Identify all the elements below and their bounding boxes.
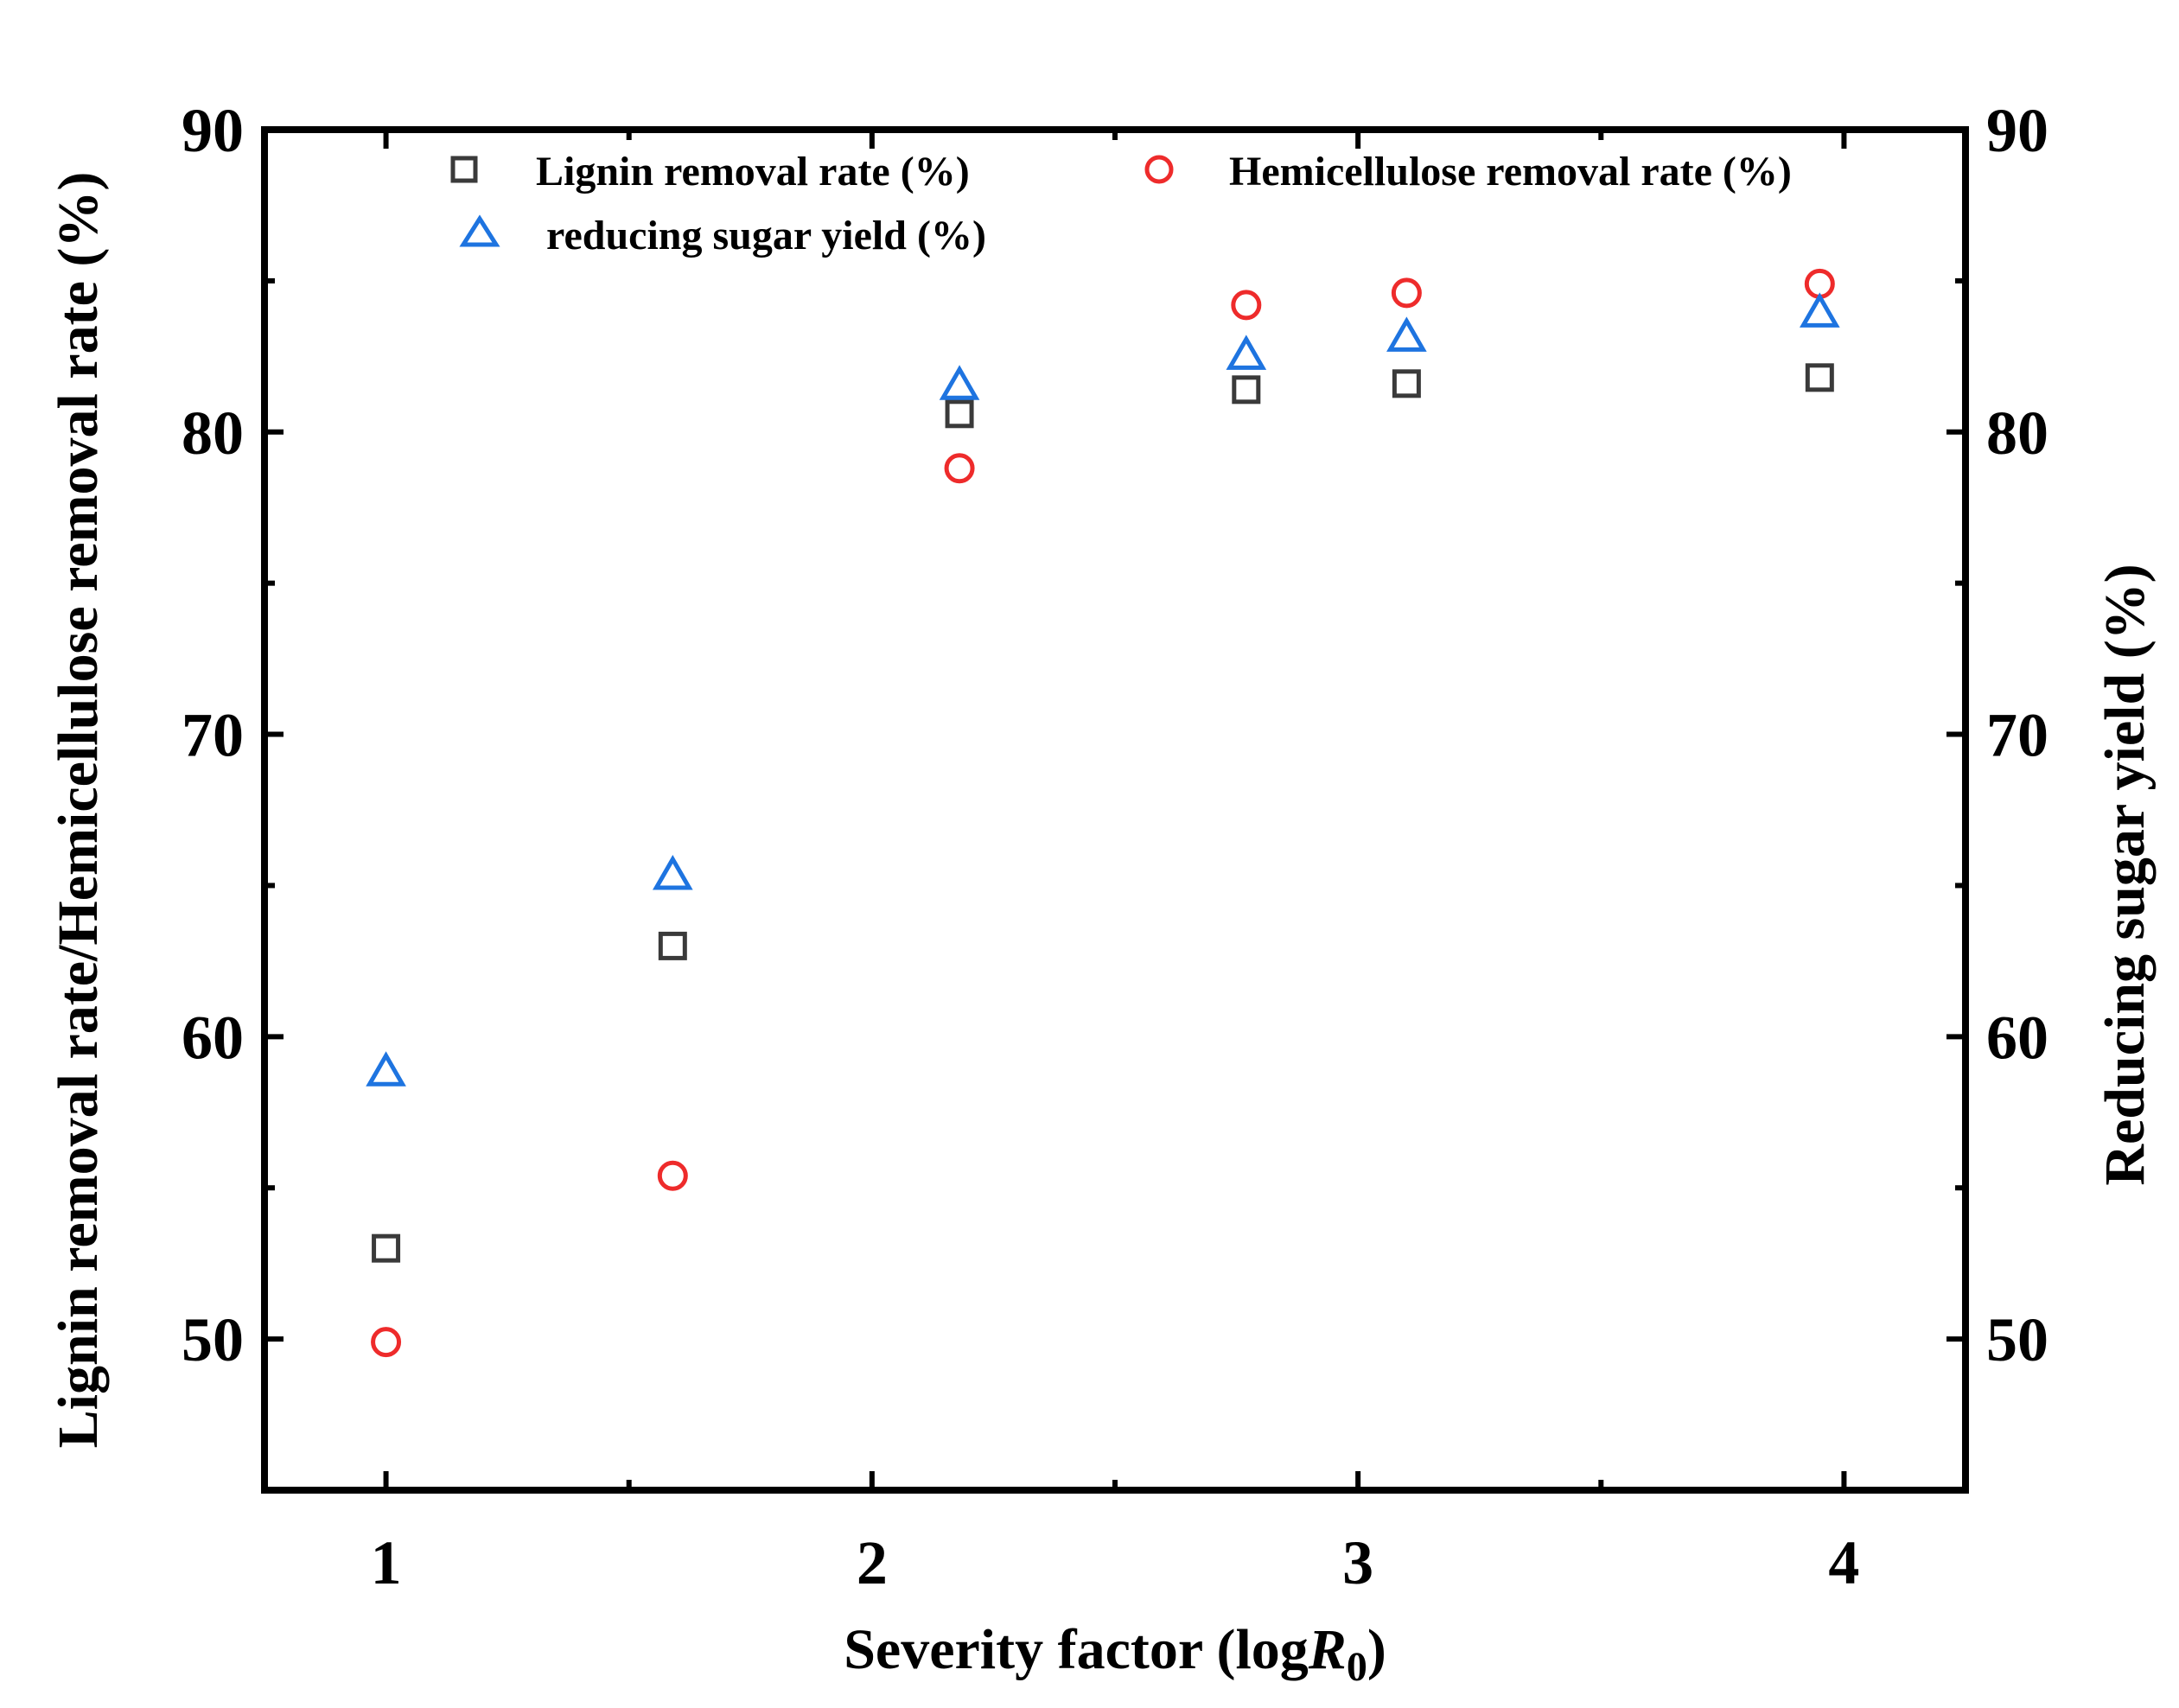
data-point-reducing-sugar [652, 854, 693, 890]
y-axis-title-left: Lignin removal rate/Hemicellulose remova… [47, 172, 110, 1449]
data-point-lignin [1232, 375, 1261, 405]
ticks-layer [264, 127, 1966, 1490]
legend: Lignin removal rate (%) Hemicellulose re… [450, 149, 1792, 258]
y-tick-label-left: 60 [182, 1003, 244, 1072]
data-point-reducing-sugar [939, 365, 980, 400]
data-point-hemicellulose [1391, 277, 1422, 309]
data-point-reducing-sugar [366, 1051, 406, 1087]
data-point-hemicellulose [1231, 290, 1262, 321]
y-tick-label-right: 50 [1986, 1305, 2048, 1374]
legend-circle-marker [1144, 155, 1174, 184]
x-tick-label: 2 [857, 1528, 888, 1597]
tick-labels-layer: 1 2 3 4 50 50 60 60 70 70 80 80 90 90 [182, 96, 2048, 1597]
data-point-lignin [372, 1233, 401, 1263]
plot-frame [261, 126, 1969, 1494]
data-point-lignin [1392, 369, 1421, 398]
legend-triangle-marker [459, 214, 500, 247]
data-point-reducing-sugar [1386, 316, 1427, 352]
data-points-layer [366, 268, 1840, 1358]
y-tick-label-right: 60 [1986, 1003, 2048, 1072]
data-point-lignin [1805, 363, 1834, 392]
y-tick-label-left: 50 [182, 1305, 244, 1374]
data-point-lignin [945, 399, 974, 429]
x-axis-title: Severity factor (logR0) [844, 1618, 1386, 1690]
x-tick-label: 3 [1342, 1528, 1373, 1597]
data-point-reducing-sugar [1799, 292, 1840, 328]
x-tick-label: 1 [371, 1528, 402, 1597]
data-point-hemicellulose [657, 1160, 688, 1191]
y-tick-label-left: 80 [182, 398, 244, 468]
y-axis-title-right: Reducing sugar yield (%) [2093, 564, 2157, 1185]
data-point-hemicellulose [944, 453, 975, 484]
data-point-hemicellulose [371, 1327, 402, 1358]
y-tick-label-left: 90 [182, 96, 244, 165]
legend-label-lignin: Lignin removal rate (%) [536, 149, 970, 194]
y-tick-label-right: 70 [1986, 701, 2048, 770]
legend-square-marker [450, 156, 478, 183]
y-tick-label-right: 90 [1986, 96, 2048, 165]
legend-label-hemicellulose: Hemicellulose removal rate (%) [1229, 149, 1792, 194]
y-tick-label-right: 80 [1986, 398, 2048, 468]
y-tick-label-left: 70 [182, 701, 244, 770]
x-tick-label: 4 [1828, 1528, 1859, 1597]
data-point-reducing-sugar [1226, 335, 1267, 370]
legend-label-reducing-sugar: reducing sugar yield (%) [546, 213, 986, 258]
data-point-lignin [658, 931, 687, 960]
